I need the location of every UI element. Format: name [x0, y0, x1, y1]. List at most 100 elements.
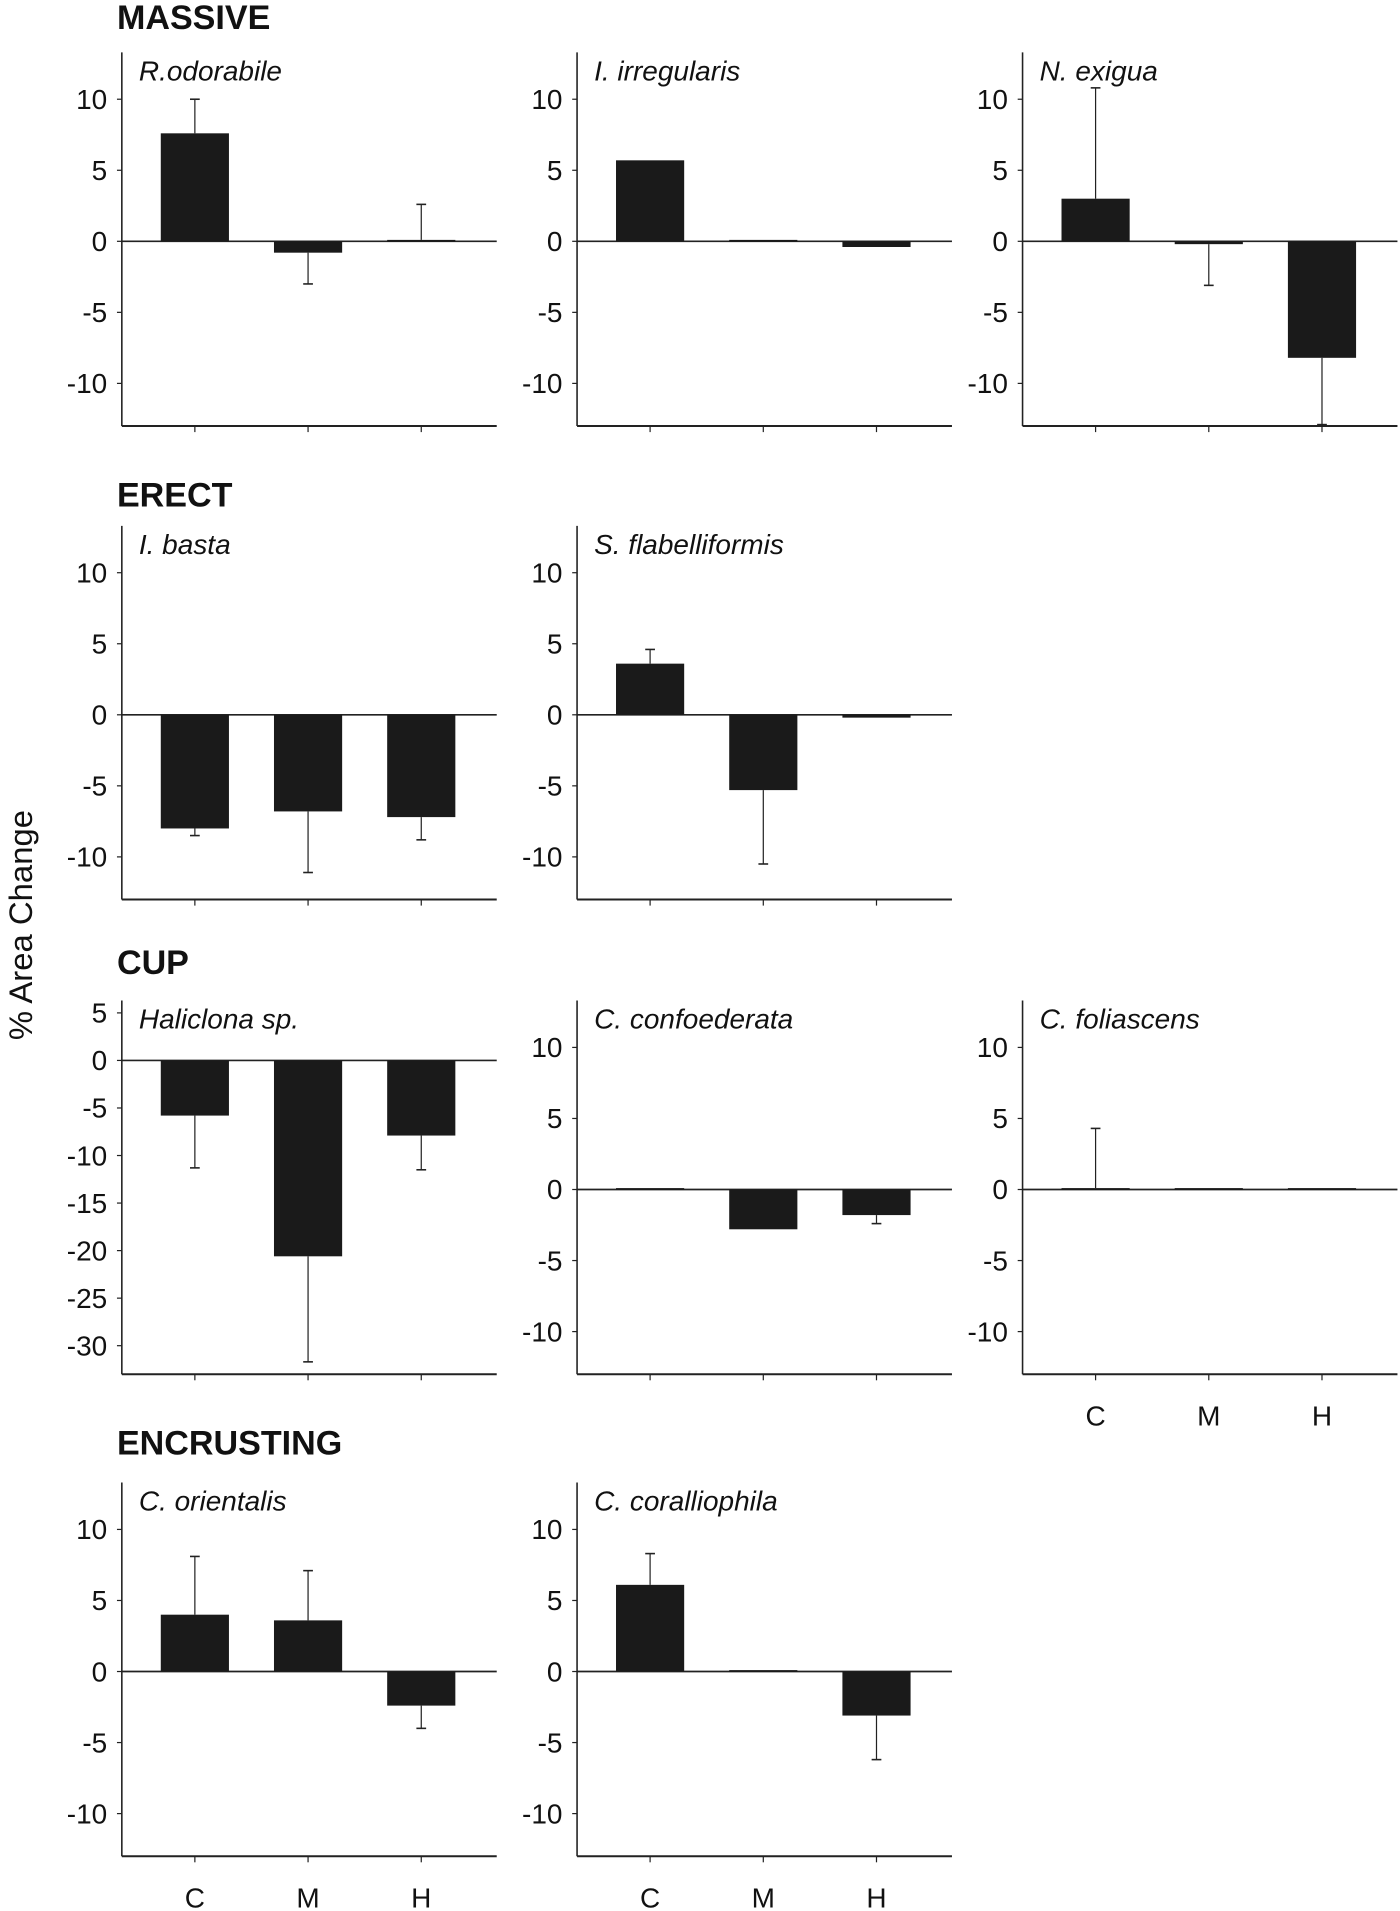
bar-H [387, 1671, 456, 1706]
y-tick-label: 0 [992, 1174, 1008, 1205]
panel: 5 0 -5 -10 -15 -20 -25 -30 Haliclona sp. [67, 998, 497, 1381]
panel: 10 5 0 -5 -10 I. basta [67, 525, 497, 906]
y-tick-label: 0 [92, 1045, 108, 1076]
bar-C [616, 160, 685, 242]
y-tick-label: 0 [547, 1174, 563, 1205]
bar-H [387, 1060, 456, 1136]
y-tick-label: -5 [538, 771, 563, 802]
y-tick-label: 5 [547, 1585, 563, 1616]
y-tick-label: -5 [82, 1727, 107, 1758]
y-tick-label: 0 [992, 226, 1008, 257]
bar-C [160, 1614, 229, 1672]
panel-title: S. flabelliformis [594, 529, 784, 560]
y-tick-label: -25 [67, 1283, 107, 1314]
panel: 10 5 0 -5 -10 R.odorabile [67, 52, 497, 433]
x-tick-label: H [866, 1882, 886, 1911]
bar-H [842, 241, 911, 247]
x-tick-label: M [296, 1882, 319, 1911]
y-tick-label: 0 [92, 226, 108, 257]
y-tick-label: -10 [522, 842, 562, 873]
y-tick-label: -15 [67, 1188, 107, 1219]
y-tick-label: -5 [82, 297, 107, 328]
bar-H [842, 1189, 911, 1216]
y-tick-label: -20 [67, 1235, 107, 1266]
x-tick-label: H [411, 1882, 431, 1911]
bar-H [1287, 1188, 1357, 1190]
bar-C [160, 1060, 229, 1116]
bar-M [1174, 241, 1243, 245]
panel-title: C. orientalis [139, 1486, 287, 1517]
y-tick-label: -10 [522, 1798, 562, 1829]
y-tick-label: 5 [992, 155, 1008, 186]
x-tick-label: H [1312, 1400, 1332, 1431]
y-tick-label: -5 [983, 1245, 1008, 1276]
y-tick-label: 5 [547, 1103, 563, 1134]
panel-title: C. coralliophila [594, 1486, 778, 1517]
y-tick-label: -30 [67, 1330, 107, 1361]
bar-C [616, 663, 685, 715]
panel-title: C. confoederata [594, 1004, 793, 1035]
panel: 10 5 0 -5 -10 C. foliascens C M H [967, 1000, 1398, 1431]
y-tick-label: -5 [538, 297, 563, 328]
panel-title: I. irregularis [594, 55, 740, 86]
x-tick-label: C [640, 1882, 660, 1911]
panel-title: N. exigua [1040, 55, 1158, 86]
y-tick-label: -5 [538, 1245, 563, 1276]
y-tick-label: 5 [92, 1585, 108, 1616]
bar-M [729, 714, 798, 791]
x-tick-label: M [752, 1882, 775, 1911]
y-tick-label: 5 [547, 155, 563, 186]
bar-M [729, 239, 798, 242]
bar-H [842, 714, 911, 718]
y-tick-label: 10 [977, 1032, 1008, 1063]
bar-M [273, 1060, 343, 1257]
y-tick-label: -10 [967, 368, 1007, 399]
group-label: MASSIVE [117, 0, 270, 37]
bar-C [160, 714, 229, 829]
bar-C [616, 1188, 685, 1190]
bar-H [1287, 241, 1357, 358]
y-tick-label: -10 [67, 1798, 107, 1829]
y-tick-label: 10 [531, 84, 562, 115]
y-tick-label: -10 [67, 368, 107, 399]
panel-title: Haliclona sp. [139, 1004, 299, 1035]
y-tick-label: -5 [538, 1727, 563, 1758]
y-tick-label: -10 [67, 1140, 107, 1171]
x-tick-label: M [1197, 1400, 1220, 1431]
bar-H [387, 239, 456, 242]
bar-H [387, 714, 456, 818]
y-tick-label: 0 [92, 700, 108, 731]
y-tick-label: -10 [967, 1316, 1007, 1347]
y-tick-label: 0 [547, 1656, 563, 1687]
y-tick-label: 10 [76, 84, 107, 115]
y-tick-label: 5 [92, 998, 108, 1029]
y-tick-label: -10 [522, 368, 562, 399]
y-tick-label: -10 [522, 1316, 562, 1347]
bar-M [273, 1620, 343, 1672]
y-tick-label: 10 [531, 557, 562, 588]
group-label: ERECT [117, 476, 233, 514]
bar-C [1061, 198, 1130, 242]
group-label: CUP [117, 944, 189, 982]
bar-H [842, 1671, 911, 1716]
y-tick-label: 10 [977, 84, 1008, 115]
y-tick-label: 5 [92, 628, 108, 659]
bar-C [1061, 1188, 1130, 1190]
bar-M [273, 714, 343, 812]
bar-C [160, 133, 229, 242]
bar-M [729, 1189, 798, 1230]
y-tick-label: 5 [547, 628, 563, 659]
bar-C [616, 1584, 685, 1672]
panel-title: I. basta [139, 529, 231, 560]
bar-M [273, 241, 343, 253]
y-tick-label: 10 [76, 1514, 107, 1545]
panel: 10 5 0 -5 -10 I. irregularis [522, 52, 952, 433]
bar-M [729, 1670, 798, 1672]
y-tick-label: 0 [547, 226, 563, 257]
y-tick-label: -5 [983, 297, 1008, 328]
panel: 10 5 0 -5 -10 C. orientalis C M H [67, 1482, 497, 1911]
y-tick-label: 10 [531, 1514, 562, 1545]
panel: 10 5 0 -5 -10 S. flabelliformis [522, 525, 952, 906]
y-tick-label: 10 [531, 1032, 562, 1063]
